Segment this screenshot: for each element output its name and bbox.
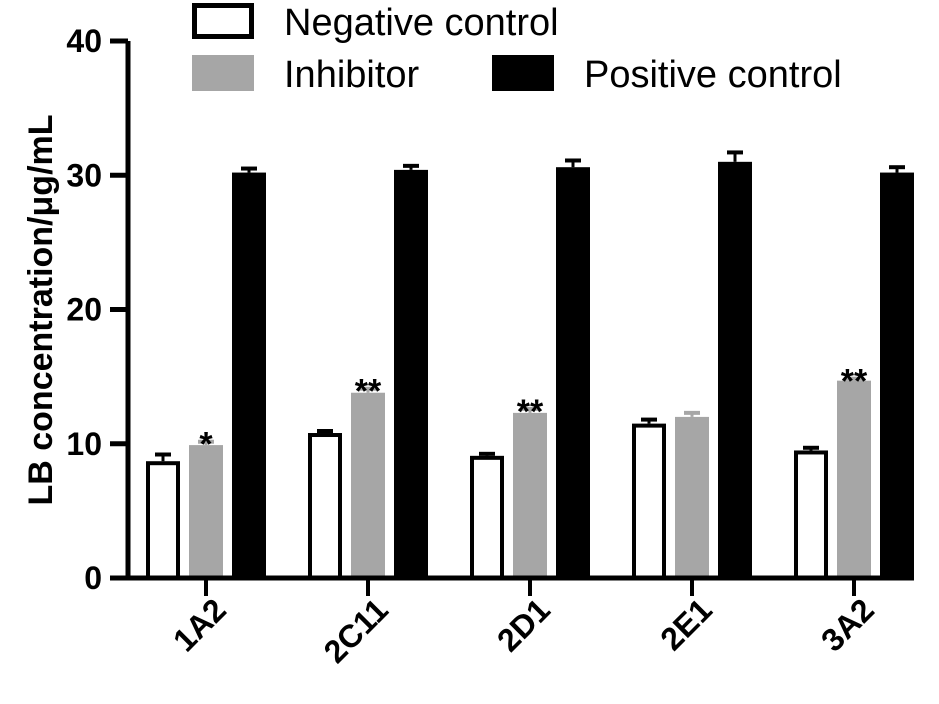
bar-inhibitor-2c11 — [351, 392, 385, 578]
x-category-label-2e1: 2E1 — [653, 591, 719, 657]
legend-label-positive-control: Positive control — [584, 54, 842, 96]
bar-negative-control-1a2 — [146, 461, 180, 581]
significance-layer: ******* — [199, 363, 868, 464]
x-categories: 1A2 2C11 2D1 2E1 3A2 — [166, 578, 881, 670]
bar-inhibitor-1a2 — [189, 445, 223, 578]
x-category-label-1a2: 1A2 — [166, 591, 233, 658]
significance-marker: ** — [517, 393, 544, 431]
bar-positive-control-3a2 — [880, 172, 914, 578]
legend-swatch-positive-control — [492, 55, 554, 91]
bar-negative-control-2c11 — [308, 433, 342, 581]
x-category-label-2d1: 2D1 — [490, 591, 557, 658]
legend: Negative control Inhibitor Positive contro… — [192, 2, 842, 96]
bar-negative-control-3a2 — [794, 450, 828, 580]
bar-positive-control-2c11 — [394, 169, 428, 578]
error-bars-layer — [155, 150, 905, 462]
y-ticks: 0 10 20 30 40 — [66, 23, 128, 596]
significance-marker: ** — [841, 363, 868, 401]
x-category-label-3a2: 3A2 — [814, 591, 881, 658]
y-tick-label: 0 — [84, 560, 102, 596]
legend-label-inhibitor: Inhibitor — [284, 54, 420, 96]
legend-swatch-negative-control — [192, 3, 254, 39]
y-tick-label: 20 — [66, 292, 102, 328]
bar-positive-control-2e1 — [718, 161, 752, 578]
y-axis-label: LB concentration/μg/mL — [22, 114, 60, 505]
bars-layer — [146, 161, 914, 581]
bar-inhibitor-3a2 — [837, 380, 871, 578]
y-tick-label: 30 — [66, 157, 102, 193]
bar-negative-control-2d1 — [470, 455, 504, 580]
bar-positive-control-1a2 — [232, 172, 266, 578]
bar-inhibitor-2e1 — [675, 416, 709, 578]
legend-swatch-inhibitor — [192, 55, 254, 91]
y-tick-label: 40 — [66, 23, 102, 59]
bar-positive-control-2d1 — [556, 167, 590, 578]
significance-marker: ** — [355, 373, 382, 411]
x-category-label-2c11: 2C11 — [317, 591, 395, 669]
bar-negative-control-2e1 — [632, 423, 666, 580]
significance-marker: * — [199, 426, 213, 464]
bar-inhibitor-2d1 — [513, 412, 547, 578]
legend-label-negative-control: Negative control — [284, 2, 559, 44]
y-tick-label: 10 — [66, 426, 102, 462]
